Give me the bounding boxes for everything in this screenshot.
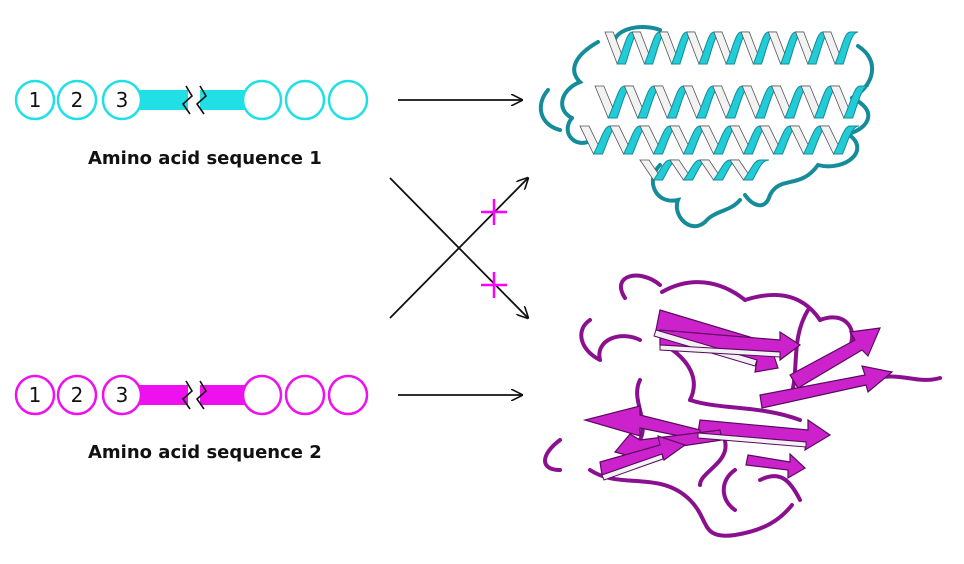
sequence-2-bar-right xyxy=(200,385,246,405)
sequence-1-label: Amino acid sequence 1 xyxy=(88,148,322,169)
plus-cross-icon xyxy=(481,272,507,298)
residue-n-2 xyxy=(241,79,283,121)
beta-strand xyxy=(759,365,894,409)
residue-3 xyxy=(101,79,143,121)
residue-number-2: 2 xyxy=(71,383,84,407)
plus-cross-icon xyxy=(481,199,507,225)
double-zigzag-break-icon xyxy=(181,380,208,410)
double-zigzag-break-icon xyxy=(181,85,208,115)
residue-n xyxy=(327,374,369,416)
sequence-2-bar-left xyxy=(130,385,188,405)
sequence-2-chain: 1 2 3 xyxy=(14,374,369,416)
alpha-helix xyxy=(604,31,859,65)
alpha-helix xyxy=(594,85,869,119)
residue-n-1 xyxy=(284,79,326,121)
beta-strand xyxy=(789,327,881,389)
beta-sheet-protein-structure xyxy=(543,273,942,538)
residue-number-3: 3 xyxy=(116,88,129,112)
helical-protein-structure xyxy=(538,25,875,229)
sequence-2-label: Amino acid sequence 2 xyxy=(88,442,322,463)
residue-3 xyxy=(101,374,143,416)
beta-strand xyxy=(745,452,806,480)
arrow-seq1-to-sheet-forbidden xyxy=(389,177,528,318)
residue-number-1: 1 xyxy=(29,383,42,407)
alpha-helix xyxy=(579,125,860,155)
residue-n xyxy=(327,79,369,121)
residue-n-1 xyxy=(284,374,326,416)
residue-1 xyxy=(14,374,56,416)
sequence-1-bar-right xyxy=(200,90,246,110)
residue-number-3: 3 xyxy=(116,383,129,407)
beta-strand xyxy=(582,405,701,441)
residue-2 xyxy=(56,79,98,121)
sequence-1-bar-left xyxy=(130,90,188,110)
alpha-helix xyxy=(639,159,770,181)
residue-number-2: 2 xyxy=(71,88,84,112)
sequence-1-chain: 1 2 3 xyxy=(14,79,369,121)
residue-n-2 xyxy=(241,374,283,416)
residue-1 xyxy=(14,79,56,121)
residue-2 xyxy=(56,374,98,416)
residue-number-1: 1 xyxy=(29,88,42,112)
